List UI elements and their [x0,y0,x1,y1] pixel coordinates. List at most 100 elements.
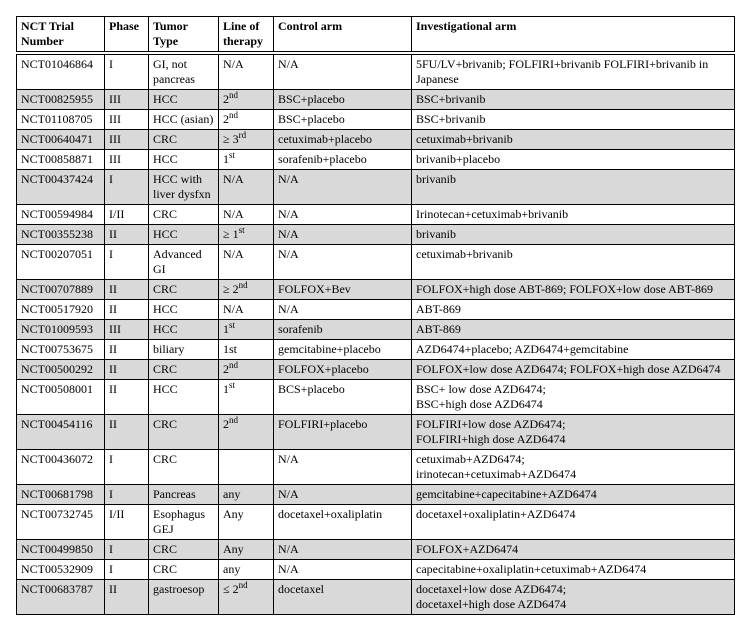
table-row: NCT00753675IIbiliary1stgemcitabine+place… [17,340,735,360]
table-cell: N/A [219,170,274,205]
table-cell: gastroesop [149,580,219,615]
table-cell: docetaxel+oxaliplatin+AZD6474 [412,505,735,540]
table-cell: II [105,380,149,415]
table-cell: cetuximab+AZD6474;irinotecan+cetuximab+A… [412,450,735,485]
col-header-inv: Investigational arm [412,17,735,54]
table-cell: NCT00753675 [17,340,105,360]
table-cell: 2nd [219,415,274,450]
table-row: NCT00207051IAdvanced GIN/AN/Acetuximab+b… [17,245,735,280]
table-cell: III [105,320,149,340]
table-cell: CRC [149,560,219,580]
table-cell: I [105,450,149,485]
table-cell: N/A [219,53,274,90]
table-cell: I/II [105,205,149,225]
table-cell: ≥ 3rd [219,130,274,150]
table-cell: N/A [219,205,274,225]
table-cell: NCT00594984 [17,205,105,225]
table-cell: III [105,130,149,150]
table-cell: I/II [105,505,149,540]
table-cell: NCT00732745 [17,505,105,540]
table-cell: ≥ 2nd [219,280,274,300]
table-row: NCT01009593IIIHCC1stsorafenibABT-869 [17,320,735,340]
table-cell: CRC [149,205,219,225]
table-cell: NCT00517920 [17,300,105,320]
table-cell: 1st [219,320,274,340]
table-cell: N/A [274,485,412,505]
table-cell: BSC+brivanib [412,110,735,130]
table-cell: HCC [149,380,219,415]
table-cell: I [105,560,149,580]
table-cell: NCT00683787 [17,580,105,615]
table-row: NCT01046864IGI, not pancreasN/AN/A5FU/LV… [17,53,735,90]
table-row: NCT00707889IICRC≥ 2ndFOLFOX+BevFOLFOX+hi… [17,280,735,300]
clinical-trials-table: NCT Trial Number Phase Tumor Type Line o… [16,16,735,615]
table-cell: brivanib [412,225,735,245]
table-cell: II [105,340,149,360]
table-cell [219,450,274,485]
table-cell: 1st [219,150,274,170]
table-row: NCT00532909ICRCanyN/Acapecitabine+oxalip… [17,560,735,580]
table-cell: docetaxel+oxaliplatin [274,505,412,540]
table-cell: 2nd [219,360,274,380]
table-cell: N/A [274,170,412,205]
table-cell: N/A [274,205,412,225]
table-cell: Pancreas [149,485,219,505]
table-cell: any [219,485,274,505]
table-cell: ABT-869 [412,320,735,340]
table-cell: Irinotecan+cetuximab+brivanib [412,205,735,225]
table-cell: 2nd [219,110,274,130]
table-row: NCT00436072ICRCN/Acetuximab+AZD6474;irin… [17,450,735,485]
table-cell: I [105,53,149,90]
table-cell: ≤ 2nd [219,580,274,615]
table-cell: NCT00499850 [17,540,105,560]
table-cell: any [219,560,274,580]
table-cell: N/A [274,300,412,320]
table-cell: Advanced GI [149,245,219,280]
table-cell: N/A [274,560,412,580]
table-cell: sorafenib [274,320,412,340]
table-cell: biliary [149,340,219,360]
table-cell: HCC [149,150,219,170]
table-cell: NCT00500292 [17,360,105,380]
table-row: NCT00500292IICRC2ndFOLFOX+placeboFOLFOX+… [17,360,735,380]
table-cell: HCC [149,90,219,110]
table-cell: capecitabine+oxaliplatin+cetuximab+AZD64… [412,560,735,580]
table-cell: III [105,110,149,130]
col-header-tumor: Tumor Type [149,17,219,54]
table-row: NCT00517920IIHCCN/AN/AABT-869 [17,300,735,320]
table-cell: II [105,360,149,380]
table-cell: docetaxel [274,580,412,615]
table-cell: NCT01046864 [17,53,105,90]
table-cell: FOLFOX+placebo [274,360,412,380]
table-cell: HCC with liver dysfxn [149,170,219,205]
table-cell: FOLFOX+AZD6474 [412,540,735,560]
table-cell: NCT01108705 [17,110,105,130]
table-cell: NCT00681798 [17,485,105,505]
table-body: NCT01046864IGI, not pancreasN/AN/A5FU/LV… [17,53,735,615]
table-cell: NCT00858871 [17,150,105,170]
table-cell: BCS+placebo [274,380,412,415]
table-cell: cetuximab+placebo [274,130,412,150]
col-header-ctrl: Control arm [274,17,412,54]
table-cell: brivanib [412,170,735,205]
table-cell: gemcitabine+capecitabine+AZD6474 [412,485,735,505]
table-cell: 1st [219,380,274,415]
table-cell: FOLFOX+Bev [274,280,412,300]
table-cell: I [105,245,149,280]
table-cell: CRC [149,540,219,560]
table-cell: N/A [219,245,274,280]
table-cell: Any [219,540,274,560]
table-row: NCT00437424IHCC with liver dysfxnN/AN/Ab… [17,170,735,205]
col-header-nct: NCT Trial Number [17,17,105,54]
table-cell: FOLFOX+high dose ABT-869; FOLFOX+low dos… [412,280,735,300]
table-row: NCT00825955IIIHCC2ndBSC+placeboBSC+briva… [17,90,735,110]
table-cell: GI, not pancreas [149,53,219,90]
table-header-row: NCT Trial Number Phase Tumor Type Line o… [17,17,735,54]
table-cell: FOLFOX+low dose AZD6474; FOLFOX+high dos… [412,360,735,380]
table-cell: NCT00437424 [17,170,105,205]
table-cell: sorafenib+placebo [274,150,412,170]
col-header-line: Line of therapy [219,17,274,54]
table-cell: CRC [149,280,219,300]
table-cell: I [105,170,149,205]
table-cell: AZD6474+placebo; AZD6474+gemcitabine [412,340,735,360]
